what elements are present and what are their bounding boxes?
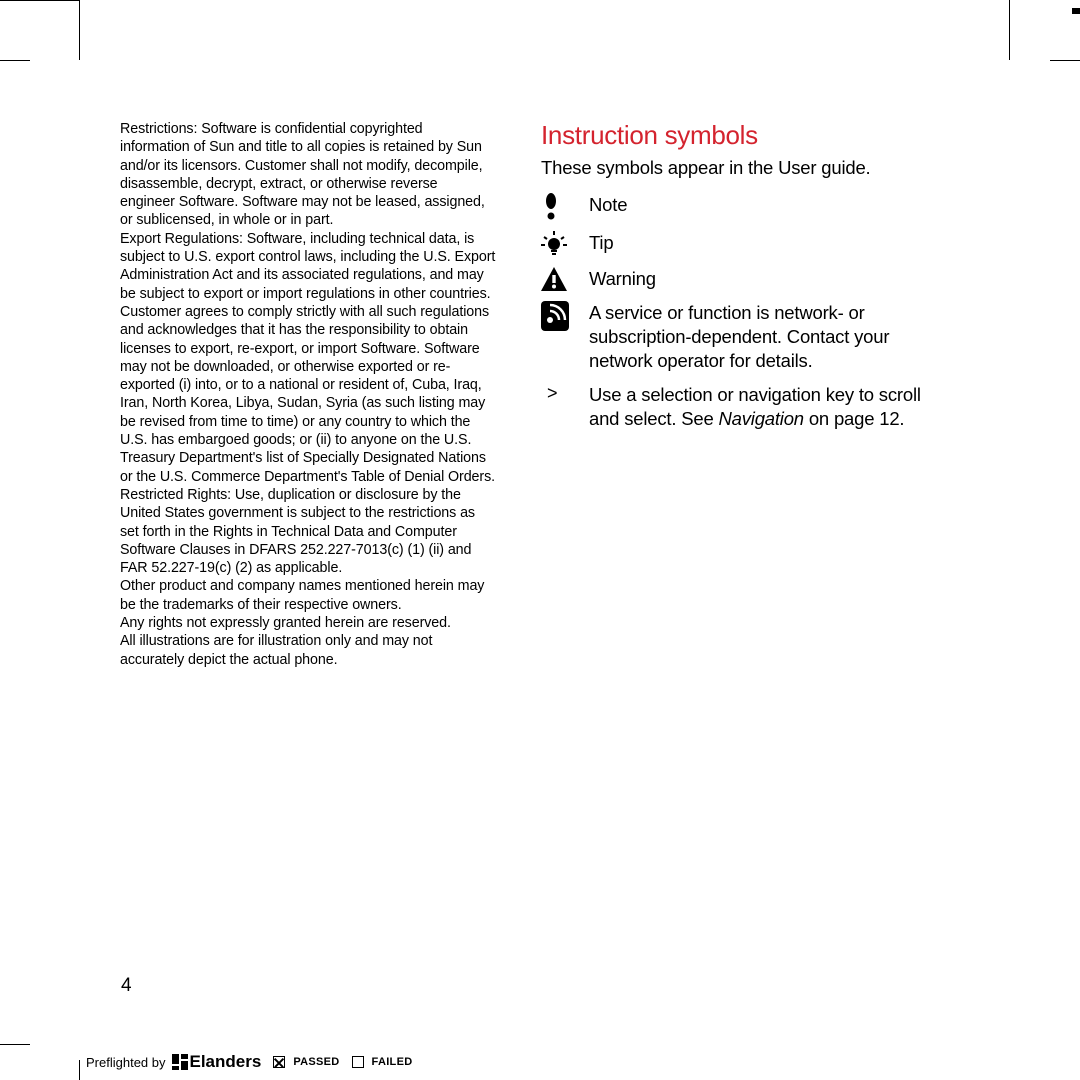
page-content: Restrictions: Software is confidential c…: [120, 120, 960, 669]
warning-icon: [541, 267, 589, 291]
symbol-tip-label: Tip: [589, 231, 613, 255]
symbol-network-label: A service or function is network- or sub…: [589, 301, 931, 373]
symbol-navigation-row: > Use a selection or navigation key to s…: [541, 383, 931, 431]
legal-illustrations: All illustrations are for illustration o…: [120, 632, 496, 669]
brand-logo: Elanders: [172, 1052, 262, 1072]
failed-checkbox-icon: [352, 1056, 364, 1068]
page-number: 4: [121, 975, 132, 997]
failed-label: FAILED: [372, 1056, 413, 1068]
footer: Preflighted by Elanders PASSED FAILED: [86, 1052, 412, 1072]
symbol-navigation-label: Use a selection or navigation key to scr…: [589, 383, 931, 431]
symbol-warning-label: Warning: [589, 267, 656, 291]
legal-restricted-rights: Restricted Rights: Use, duplication or d…: [120, 486, 496, 577]
instruction-heading: Instruction symbols: [541, 120, 931, 151]
symbol-note-row: Note: [541, 193, 931, 221]
symbol-warning-row: Warning: [541, 267, 931, 291]
legal-reserved: Any rights not expressly granted herein …: [120, 614, 496, 632]
preflight-label: Preflighted by: [86, 1055, 166, 1070]
symbol-network-row: A service or function is network- or sub…: [541, 301, 931, 373]
nav-text-post: on page 12.: [804, 408, 904, 429]
passed-checkbox-icon: [273, 1056, 285, 1068]
lightbulb-icon: [541, 231, 589, 257]
legal-column: Restrictions: Software is confidential c…: [120, 120, 496, 669]
chevron-right-icon: >: [541, 383, 589, 404]
legal-trademarks: Other product and company names mentione…: [120, 577, 496, 614]
legal-export: Export Regulations: Software, including …: [120, 230, 496, 486]
instruction-subhead: These symbols appear in the User guide.: [541, 157, 931, 179]
network-icon: [541, 301, 589, 331]
brand-name: Elanders: [190, 1052, 262, 1072]
symbol-note-label: Note: [589, 193, 627, 217]
passed-label: PASSED: [293, 1056, 339, 1068]
note-icon: [541, 193, 589, 221]
instruction-column: Instruction symbols These symbols appear…: [541, 120, 931, 669]
symbol-tip-row: Tip: [541, 231, 931, 257]
nav-text-italic: Navigation: [718, 408, 803, 429]
legal-restrictions: Restrictions: Software is confidential c…: [120, 120, 496, 230]
